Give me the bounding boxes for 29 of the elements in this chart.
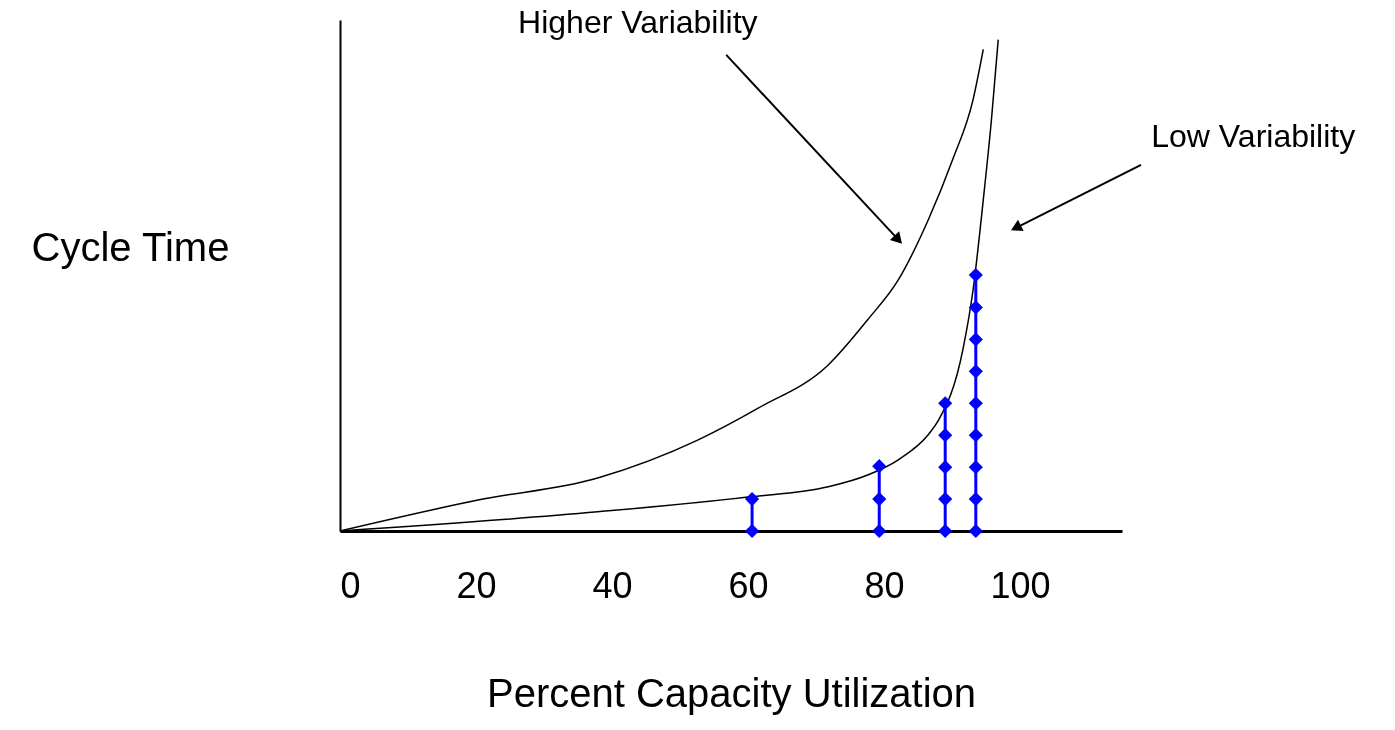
x-tick-label: 80	[864, 564, 905, 606]
point	[968, 364, 983, 379]
point	[968, 428, 983, 443]
x-tick-label: 100	[990, 564, 1051, 606]
x-axis-title: Percent Capacity Utilization	[486, 670, 977, 715]
annotation: Higher Variability	[518, 4, 758, 41]
point	[968, 267, 983, 283]
point	[968, 491, 983, 507]
point	[745, 523, 760, 539]
x-tick-label: 40	[592, 564, 633, 606]
y-axis-title: Cycle Time	[31, 225, 230, 269]
point	[938, 460, 953, 475]
point	[968, 460, 983, 475]
point	[745, 491, 760, 507]
point	[938, 428, 953, 443]
x-tick-label: 20	[456, 564, 497, 606]
point	[938, 491, 953, 507]
point	[872, 459, 887, 474]
x-tick-label: 0	[340, 564, 361, 606]
point	[968, 396, 983, 411]
point	[938, 396, 953, 411]
text: Low Variability	[1151, 117, 1356, 154]
point	[872, 523, 887, 539]
point	[968, 300, 983, 315]
point	[872, 491, 887, 507]
x-tick-label: 60	[728, 564, 769, 606]
point	[938, 523, 953, 539]
point	[968, 332, 983, 347]
point	[968, 523, 983, 539]
